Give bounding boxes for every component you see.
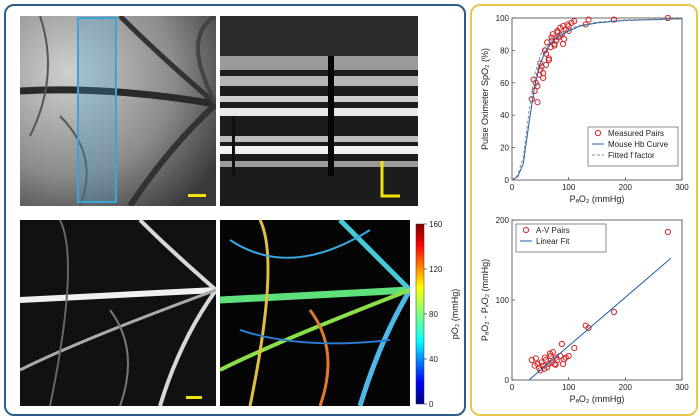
data-point <box>664 228 671 236</box>
series-line <box>511 18 683 181</box>
scale-bar <box>186 396 202 399</box>
colorbar-tick-label: 40 <box>429 355 438 364</box>
data-point <box>545 57 552 64</box>
data-point <box>565 352 572 360</box>
scale-bar <box>188 194 206 197</box>
colorbar-tick-label: 160 <box>429 220 443 229</box>
data-point <box>571 344 578 352</box>
colorbar-label: pO₂ (mmHg) <box>450 289 460 340</box>
data-point <box>542 356 550 364</box>
av-difference-chart: 0 100 200 300 0 100 200 PₐO₂ (mmHg) PₐO₂ - PᵥO₂ … <box>480 216 689 404</box>
data-point <box>537 367 544 374</box>
x-axis-label: PₐO₂ (mmHg) <box>570 194 625 204</box>
legend-marker <box>594 129 602 137</box>
data-point <box>551 42 558 49</box>
data-point <box>552 361 559 368</box>
data-point <box>585 16 592 23</box>
y-tick-label: 60 <box>500 79 509 88</box>
legend-label: Linear Fit <box>536 237 570 246</box>
data-point <box>610 308 618 316</box>
y-tick-label: 40 <box>500 111 509 120</box>
x-tick-label: 100 <box>562 383 576 392</box>
chart-panel: 0 100 200 300 0 20 40 60 80 100 PₐO₂ (mmHg) Pulse O… <box>470 4 698 416</box>
data-point <box>542 61 550 69</box>
y-tick-label: 80 <box>500 46 509 55</box>
oct-cross-section-image <box>220 16 418 206</box>
data-point <box>561 356 568 363</box>
x-tick-label: 100 <box>562 183 576 192</box>
data-point <box>610 16 618 23</box>
data-point <box>534 360 541 368</box>
x-tick-label: 300 <box>675 183 689 192</box>
x-axis-label: PₐO₂ (mmHg) <box>570 394 625 404</box>
legend-label: Mouse Hb Curve <box>608 140 669 149</box>
series-line <box>528 258 672 381</box>
legend <box>587 126 679 167</box>
y-tick-label: 100 <box>496 14 510 23</box>
data-point <box>528 356 535 364</box>
spo2-chart: 0 100 200 300 0 20 40 60 80 100 PₐO₂ (mmHg) Pulse O… <box>480 14 689 204</box>
data-point <box>585 324 592 332</box>
x-tick-label: 300 <box>675 383 689 392</box>
legend-label: Fitted f factor <box>608 151 655 160</box>
legend <box>515 223 607 253</box>
data-point <box>564 21 571 28</box>
data-point <box>551 360 558 368</box>
scale-bar <box>380 161 400 198</box>
y-axis-label: Pulse Oximeter SpO₂ (%) <box>480 48 490 150</box>
data-point <box>664 14 671 22</box>
colorbar-tick-label: 80 <box>429 310 438 319</box>
data-point <box>565 23 572 30</box>
x-tick-label: 0 <box>510 183 515 192</box>
y-tick-label: 200 <box>496 216 510 225</box>
y-tick-label: 0 <box>505 176 510 185</box>
legend-label: Measured Pairs <box>608 129 664 138</box>
x-tick-label: 0 <box>510 383 515 392</box>
y-tick-label: 100 <box>496 296 510 305</box>
data-point <box>546 350 554 357</box>
legend-label: A-V Pairs <box>536 226 570 235</box>
x-tick-label: 200 <box>619 383 633 392</box>
po2-colormap-image <box>220 220 410 406</box>
colorbar-tick-label: 0 <box>429 400 434 409</box>
data-point <box>534 99 541 106</box>
data-point <box>532 355 539 362</box>
data-point <box>571 18 578 25</box>
colorbar-tick-label: 120 <box>429 265 443 274</box>
y-tick-label: 20 <box>500 144 509 153</box>
data-point <box>558 340 565 348</box>
x-tick-label: 200 <box>619 183 633 192</box>
roi-box <box>77 17 117 203</box>
image-panel: 160 120 80 40 0 pO₂ (mmHg) <box>4 4 466 416</box>
colorbar: 160 120 80 40 0 pO₂ (mmHg) <box>415 220 460 409</box>
octa-vessel-image <box>20 220 216 406</box>
y-tick-label: 0 <box>505 376 510 385</box>
y-axis-label: PₐO₂ - PᵥO₂ (mmHg) <box>480 259 490 341</box>
series-line <box>511 18 683 181</box>
data-point <box>559 40 567 48</box>
retina-fundus-image <box>20 16 216 206</box>
data-point <box>537 66 544 73</box>
legend-marker <box>522 226 530 234</box>
